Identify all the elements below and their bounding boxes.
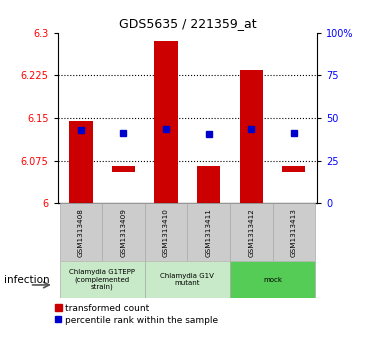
Legend: transformed count, percentile rank within the sample: transformed count, percentile rank withi… bbox=[55, 304, 219, 325]
Text: GSM1313413: GSM1313413 bbox=[291, 208, 297, 257]
Bar bbox=[69, 121, 93, 203]
Bar bbox=[240, 70, 263, 203]
Bar bbox=[154, 41, 178, 203]
Bar bbox=[112, 166, 135, 172]
Text: GSM1313412: GSM1313412 bbox=[248, 208, 254, 257]
Text: GSM1313409: GSM1313409 bbox=[121, 208, 127, 257]
Bar bbox=[145, 261, 230, 298]
Text: GSM1313408: GSM1313408 bbox=[78, 208, 84, 257]
Text: mock: mock bbox=[263, 277, 282, 282]
Bar bbox=[102, 203, 145, 261]
Text: Chlamydia G1TEPP
(complemented
strain): Chlamydia G1TEPP (complemented strain) bbox=[69, 269, 135, 290]
Bar bbox=[60, 261, 145, 298]
Text: GSM1313411: GSM1313411 bbox=[206, 208, 211, 257]
Bar bbox=[187, 203, 230, 261]
Bar bbox=[145, 203, 187, 261]
Title: GDS5635 / 221359_at: GDS5635 / 221359_at bbox=[119, 17, 256, 30]
Bar bbox=[230, 203, 273, 261]
Bar bbox=[60, 203, 102, 261]
Text: GSM1313410: GSM1313410 bbox=[163, 208, 169, 257]
Text: infection: infection bbox=[4, 274, 49, 285]
Bar bbox=[197, 166, 220, 203]
Bar bbox=[230, 261, 315, 298]
Text: Chlamydia G1V
mutant: Chlamydia G1V mutant bbox=[160, 273, 214, 286]
Bar bbox=[282, 166, 305, 172]
Bar bbox=[273, 203, 315, 261]
